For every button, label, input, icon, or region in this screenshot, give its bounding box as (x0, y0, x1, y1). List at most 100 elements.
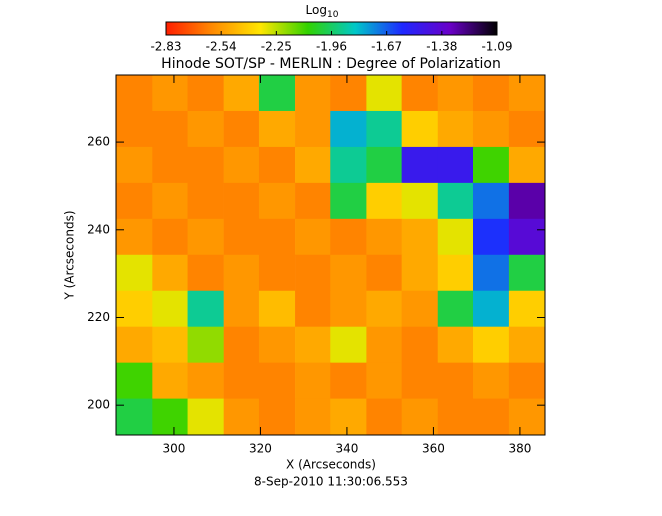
heatmap-cell (258, 182, 296, 220)
heatmap-cell (437, 146, 474, 184)
colorbar-tick-label: -1.38 (426, 40, 457, 54)
y-tick-label: 240 (87, 222, 110, 236)
heatmap-cell (223, 75, 260, 112)
heatmap-cell (472, 218, 510, 256)
heatmap-cell (330, 254, 367, 292)
heatmap-cell (401, 218, 439, 256)
heatmap-cell (116, 326, 153, 364)
heatmap-cell (152, 110, 189, 148)
heatmap-cell (116, 110, 153, 148)
heatmap-cell (116, 75, 153, 112)
heatmap-cell (366, 110, 403, 148)
heatmap-cell (258, 398, 296, 435)
heatmap-cell (366, 290, 403, 328)
colorbar-tick-label: -1.96 (316, 40, 347, 54)
heatmap-cell (116, 254, 153, 292)
heatmap-cell (437, 182, 474, 220)
colorbar-tick-label: -2.54 (206, 40, 237, 54)
subtitle: 8-Sep-2010 11:30:06.553 (254, 475, 408, 489)
heatmap-cell (401, 326, 439, 364)
heatmap-cell (508, 290, 545, 328)
heatmap-cell (152, 326, 189, 364)
chart-title: Hinode SOT/SP - MERLIN : Degree of Polar… (161, 56, 501, 72)
heatmap-cell (401, 290, 439, 328)
heatmap-cell (116, 290, 153, 328)
colorbar-label-subscript: 10 (327, 10, 339, 20)
colorbar-label: Log10 (306, 3, 339, 20)
heatmap-cell (223, 362, 260, 400)
heatmap-cell (366, 218, 403, 256)
heatmap-cell (187, 218, 224, 256)
heatmap-cell (508, 110, 545, 148)
heatmap-cell (437, 398, 474, 435)
heatmap-cell (508, 326, 545, 364)
heatmap-cell (508, 146, 545, 184)
heatmap-cell (295, 218, 331, 256)
heatmap-cell (258, 146, 296, 184)
x-axis-label: X (Arcseconds) (286, 458, 376, 472)
heatmap-cell (472, 75, 510, 112)
heatmap-cell (295, 182, 331, 220)
heatmap-cell (258, 362, 296, 400)
heatmap-cell (401, 146, 439, 184)
x-tick-label: 380 (508, 442, 531, 456)
y-tick-label: 220 (87, 310, 110, 324)
heatmap-cell (330, 398, 367, 435)
heatmap-cell (508, 362, 545, 400)
heatmap-cell (472, 290, 510, 328)
heatmap-cell (258, 326, 296, 364)
heatmap-cell (437, 290, 474, 328)
heatmap-cell (223, 110, 260, 148)
heatmap-cell (187, 290, 224, 328)
heatmap-cell (295, 254, 331, 292)
heatmap-cell (437, 218, 474, 256)
heatmap-cell (472, 362, 510, 400)
heatmap-cell (152, 290, 189, 328)
heatmap-cell (187, 326, 224, 364)
heatmap-cell (366, 254, 403, 292)
colorbar-tick-label: -2.83 (150, 40, 181, 54)
heatmap-cell (295, 146, 331, 184)
colorbar-tick-label: -1.67 (371, 40, 402, 54)
heatmap-cell (295, 290, 331, 328)
heatmap-cell (401, 182, 439, 220)
colorbar-tick-label: -2.25 (261, 40, 292, 54)
heatmap-cell (401, 75, 439, 112)
heatmap-cell (187, 75, 224, 112)
heatmap-cell (223, 182, 260, 220)
heatmap-cell (258, 218, 296, 256)
heatmap-cell (508, 182, 545, 220)
y-axis-label: Y (Arcseconds) (63, 210, 77, 300)
heatmap-cell (152, 182, 189, 220)
x-tick-label: 360 (422, 442, 445, 456)
heatmap-cell (295, 362, 331, 400)
heatmap-cell (295, 110, 331, 148)
heatmap-cell (437, 110, 474, 148)
heatmap-cell (187, 398, 224, 435)
heatmap-cell (152, 146, 189, 184)
heatmap-cell (401, 254, 439, 292)
heatmap-cell (187, 254, 224, 292)
heatmap-cell (330, 182, 367, 220)
heatmap-cell (366, 326, 403, 364)
heatmap-cell (401, 110, 439, 148)
heatmap-cell (472, 254, 510, 292)
heatmap-cell (330, 218, 367, 256)
colorbar-tick-label: -1.09 (481, 40, 512, 54)
heatmap-cell (295, 75, 331, 112)
heatmap-cell (330, 326, 367, 364)
heatmap-cell (152, 362, 189, 400)
heatmap-cell (295, 398, 331, 435)
heatmap-cell (508, 218, 545, 256)
heatmap-cell (152, 218, 189, 256)
heatmap-cell (116, 218, 153, 256)
x-tick-label: 340 (335, 442, 358, 456)
heatmap-cell (116, 146, 153, 184)
heatmap-cell (508, 398, 545, 435)
heatmap-cell (401, 398, 439, 435)
heatmap-cell (258, 254, 296, 292)
heatmap-cell (437, 326, 474, 364)
heatmap-cell (330, 290, 367, 328)
heatmap-cell (187, 362, 224, 400)
